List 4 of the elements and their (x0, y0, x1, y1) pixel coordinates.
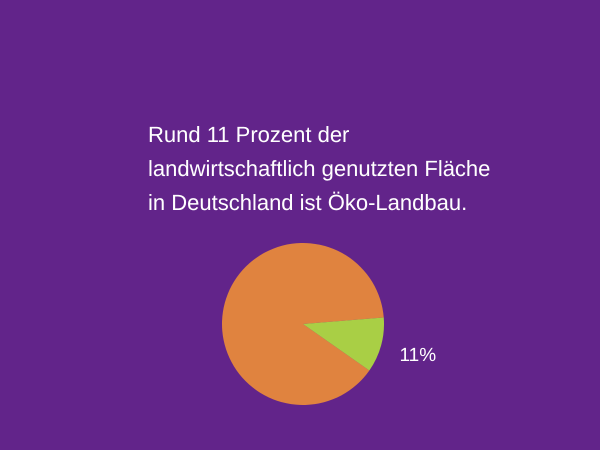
chart-title: Rund 11 Prozent der landwirtschaftlich genutzten Fläche in Deutschland ist Öko-Landbau. (148, 122, 490, 215)
pie-slice (222, 243, 384, 405)
data-label: 11% (400, 345, 436, 366)
pie-slice (303, 318, 384, 370)
